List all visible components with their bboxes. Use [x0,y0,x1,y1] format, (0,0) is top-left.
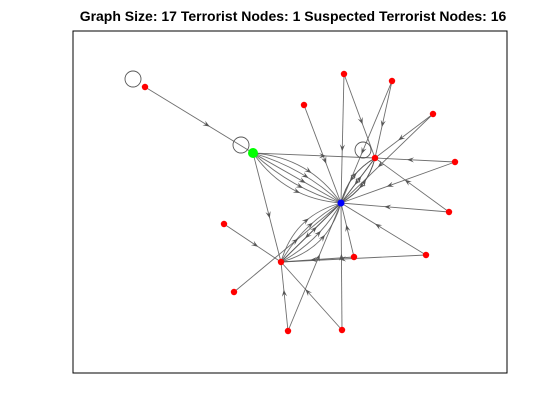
edge-arrowhead [265,211,271,219]
edge-arrowhead [301,218,309,225]
suspected-node-R1 [371,154,379,162]
edge-H-R2 [280,202,342,263]
edge-arrowhead [398,134,406,141]
edge-S2-H [303,104,342,204]
edge-R2-H [280,202,342,263]
suspected-node-R2 [277,258,285,266]
edge-arrowhead [306,222,313,230]
suspected-node-S9 [422,251,430,259]
edge-S4-H [340,80,393,204]
edge-arrowhead [384,204,392,210]
suspected-node-S4 [388,77,396,85]
graph-title: Graph Size: 17 Terrorist Nodes: 1 Suspec… [79,8,507,24]
edge-S4-R1 [374,80,393,159]
edge-arrowhead [321,156,327,164]
suspected-node-S1 [141,83,149,91]
edge-arrowhead [314,230,321,238]
edge-layer [124,70,456,332]
edge-S13-H [287,202,342,332]
edge-S10-H [340,202,355,258]
self-loop-edge [232,136,250,154]
terrorist-node-T [248,148,258,158]
edge-T-R2 [252,152,282,263]
edge-arrowhead [301,172,309,178]
edge-S1-T [144,86,254,154]
suspected-node-S5 [429,110,437,118]
edge-S8-R2 [223,223,282,263]
edge-arrowhead [310,256,318,263]
edge-H-R1 [340,157,376,204]
edge-H-R1 [340,157,376,204]
edge-S7-H [340,202,450,213]
edge-arrowhead [318,234,326,242]
edge-arrowhead [291,238,299,246]
edge-arrowhead [380,119,386,128]
edge-arrowhead [305,289,312,297]
edge-S3-R1 [343,73,376,159]
node-layer [141,70,459,335]
edge-T-H [252,152,342,204]
axes-box [72,30,508,374]
edge-S7-R1 [374,157,450,213]
self-loop-edge [124,70,142,88]
suspected-node-S8 [220,220,228,228]
suspected-node-S7 [445,208,453,216]
edge-S13-R2 [280,261,289,332]
edge-arrowhead [345,224,351,232]
edge-arrowhead [404,179,412,186]
edge-H-R1 [340,157,376,204]
edge-T-H [252,152,342,204]
edge-arrowhead [202,120,210,127]
edge-arrowhead [386,181,395,187]
edge-S5-R1 [374,113,434,159]
suspected-node-S3 [340,70,348,78]
suspected-node-S6 [451,158,459,166]
edge-S9-H [340,202,427,256]
edge-arrowhead [295,182,303,188]
edge-arrowhead [305,231,312,239]
edge-arrowhead [339,256,347,262]
edge-S12-H [340,202,343,331]
edge-arrowhead [292,187,301,193]
edge-R2-H [280,202,342,263]
edge-arrowhead [250,240,259,247]
suspected-node-S12 [338,326,346,334]
edge-T-H [252,152,342,204]
edge-arrowhead [361,146,367,155]
edge-S6-H [340,161,456,204]
edge-S6-R1 [374,157,456,163]
edge-arrowhead [319,153,327,159]
edge-arrowhead [350,172,357,180]
edge-arrowhead [375,223,383,230]
edge-S12-R2 [280,261,343,331]
suspected-node-S13 [284,327,292,335]
edge-arrowhead [360,179,366,187]
edge-arrowhead [355,176,362,184]
edge-arrowhead [339,144,345,152]
edge-arrowhead [357,116,363,125]
suspected-node-S10 [350,253,358,261]
edge-S11-H [233,202,342,293]
edge-arrowhead [281,289,288,297]
edge-arrowhead [407,157,415,163]
edge-arrowhead [304,166,312,173]
suspected-node-S2 [300,101,308,109]
edge-T-H [252,152,342,204]
edge-arrowhead [314,254,320,262]
edge-T-R1 [252,152,376,159]
edge-R2-H [280,202,342,263]
edge-T-H [252,152,342,204]
self-loop-edge [354,141,372,159]
suspected-node-S11 [230,288,238,296]
edge-arrowhead [298,177,306,183]
edge-arrowhead [377,160,385,168]
edge-S3-H [340,73,345,204]
edge-R2-H [280,202,342,263]
hub-node-H [337,199,345,207]
